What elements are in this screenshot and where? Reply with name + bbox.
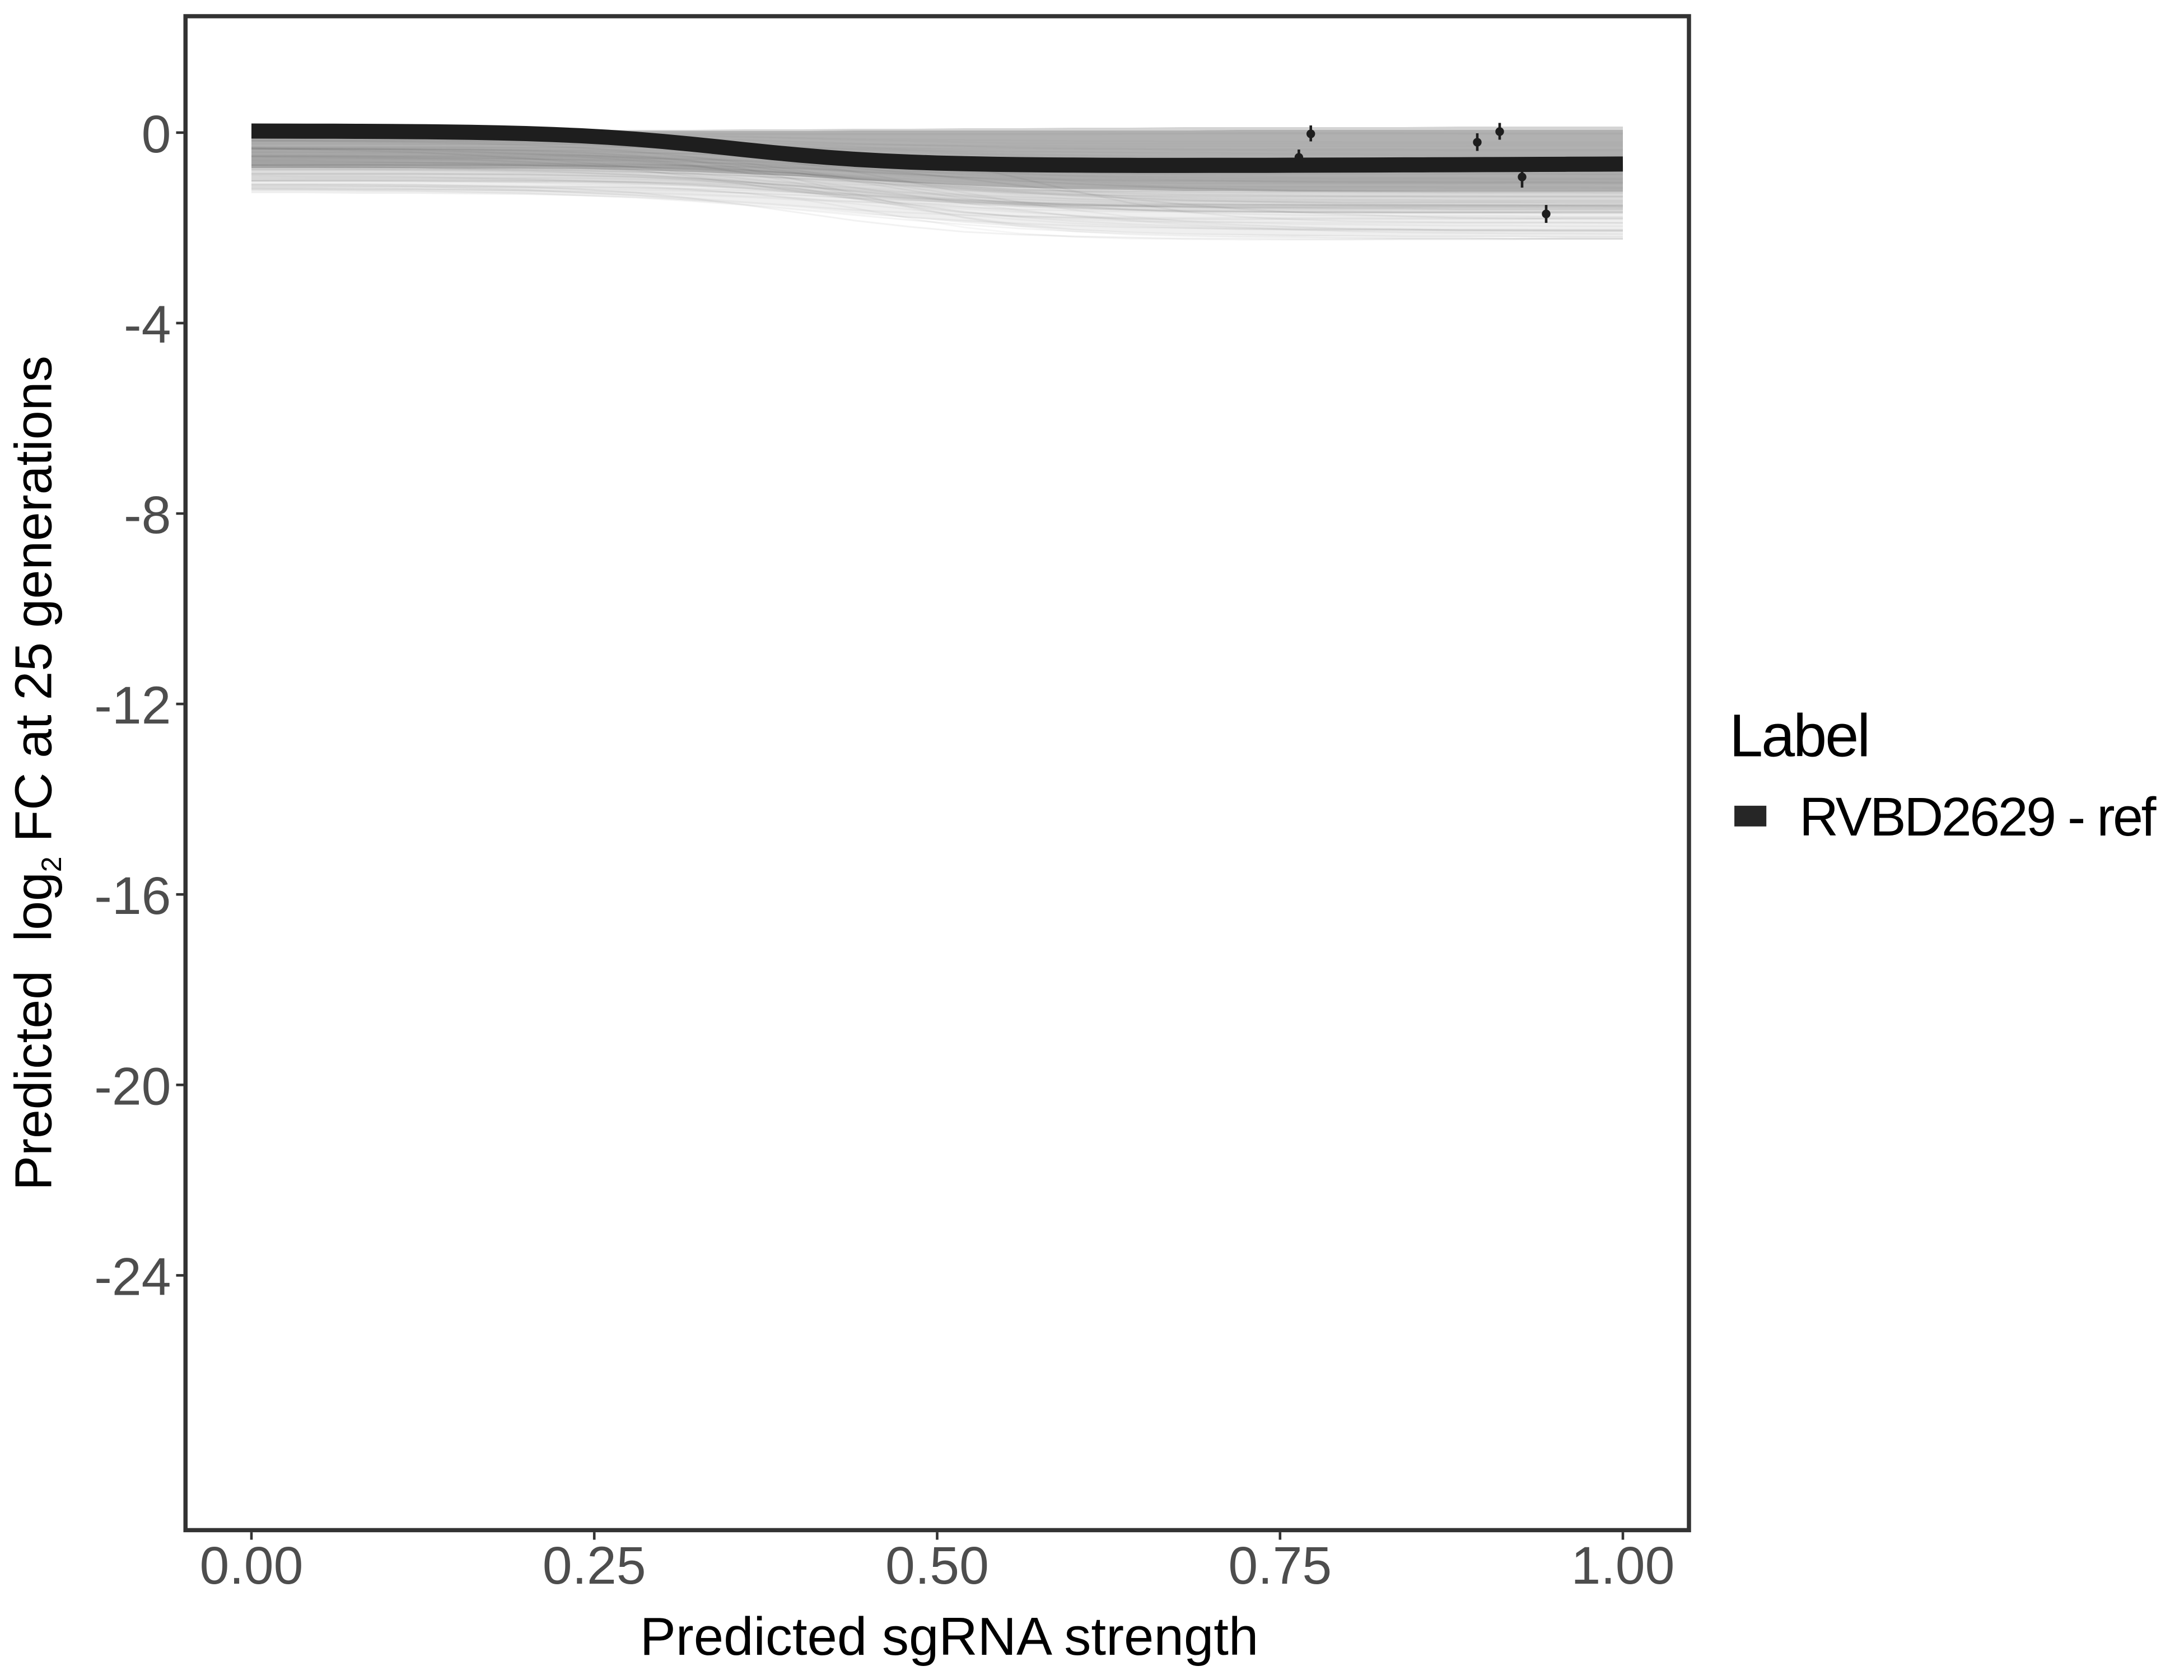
- svg-text:1.00: 1.00: [1571, 1536, 1675, 1595]
- svg-text:Predicted sgRNA strength: Predicted sgRNA strength: [640, 1607, 1259, 1667]
- svg-text:-12: -12: [94, 676, 171, 735]
- svg-text:0: 0: [142, 105, 171, 164]
- svg-text:Label: Label: [1729, 702, 1869, 769]
- svg-text:RVBD2629 - ref: RVBD2629 - ref: [1799, 786, 2157, 847]
- svg-text:Predicted log2 FC at 25 gener: Predicted log2 FC at 25 generations: [4, 356, 68, 1191]
- svg-text:0.25: 0.25: [543, 1536, 646, 1595]
- svg-text:0.50: 0.50: [885, 1536, 989, 1595]
- svg-text:-16: -16: [94, 866, 171, 926]
- svg-text:-4: -4: [124, 295, 171, 354]
- svg-text:-24: -24: [94, 1247, 171, 1306]
- svg-text:0.00: 0.00: [200, 1536, 304, 1595]
- svg-text:-20: -20: [94, 1057, 171, 1116]
- svg-text:0.75: 0.75: [1228, 1536, 1332, 1595]
- svg-text:-8: -8: [124, 486, 171, 545]
